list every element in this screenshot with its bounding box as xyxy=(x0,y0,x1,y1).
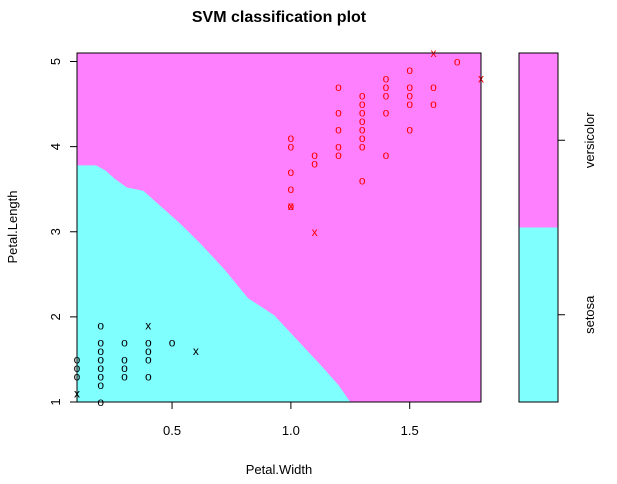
plot-area: oooxooooooooooooxoooooxoooooxooxoooooooo… xyxy=(74,46,484,409)
versicolor-point: o xyxy=(359,131,366,145)
versicolor-point: o xyxy=(406,80,413,94)
versicolor-point: o xyxy=(406,89,413,103)
versicolor-point: o xyxy=(335,123,342,137)
versicolor-point: o xyxy=(359,140,366,154)
plot-frame xyxy=(76,52,482,403)
setosa-point: o xyxy=(169,335,176,349)
y-tick-label: 3 xyxy=(48,228,63,235)
class-legend: setosa versicolor xyxy=(518,52,597,403)
setosa-point: o xyxy=(145,352,152,366)
x-tick-label: 1.0 xyxy=(282,423,300,438)
setosa-point: o xyxy=(145,369,152,383)
versicolor-point: o xyxy=(383,80,390,94)
setosa-point: o xyxy=(97,378,104,392)
versicolor-point: o xyxy=(430,97,437,111)
versicolor-point: o xyxy=(288,131,295,145)
y-tick-label: 4 xyxy=(48,143,63,150)
versicolor-point: x xyxy=(312,225,318,239)
legend-label-versicolor: versicolor xyxy=(582,112,597,168)
versicolor-point: o xyxy=(406,97,413,111)
versicolor-point: o xyxy=(288,182,295,196)
setosa-point: o xyxy=(97,318,104,332)
setosa-point: x xyxy=(193,344,199,358)
legend-label-setosa: setosa xyxy=(582,295,597,334)
y-axis-label: Petal.Length xyxy=(5,190,20,263)
versicolor-point: o xyxy=(288,140,295,154)
setosa-point: o xyxy=(97,352,104,366)
versicolor-point: o xyxy=(288,199,295,213)
versicolor-point: o xyxy=(383,72,390,86)
versicolor-point: x xyxy=(288,199,294,213)
versicolor-point: o xyxy=(311,157,318,171)
versicolor-point: o xyxy=(430,80,437,94)
versicolor-point: o xyxy=(454,55,461,69)
setosa-point: o xyxy=(97,369,104,383)
legend-swatch-setosa xyxy=(519,227,558,402)
chart-title: SVM classification plot xyxy=(192,9,367,26)
versicolor-point: o xyxy=(335,106,342,120)
y-axis: 1 2 3 4 5 xyxy=(48,58,77,406)
setosa-point: o xyxy=(121,361,128,375)
versicolor-point: o xyxy=(383,148,390,162)
versicolor-point: o xyxy=(335,148,342,162)
versicolor-point: o xyxy=(383,106,390,120)
versicolor-point: o xyxy=(406,123,413,137)
y-tick-label: 1 xyxy=(48,398,63,405)
versicolor-point: o xyxy=(359,106,366,120)
versicolor-point: o xyxy=(383,89,390,103)
legend-frame xyxy=(518,52,559,403)
versicolor-point: o xyxy=(311,148,318,162)
versicolor-point: o xyxy=(359,123,366,137)
setosa-point: o xyxy=(97,361,104,375)
versicolor-point: o xyxy=(359,97,366,111)
y-tick-label: 5 xyxy=(48,58,63,65)
versicolor-point: o xyxy=(335,140,342,154)
y-tick-label: 2 xyxy=(48,313,63,320)
x-axis: 0.5 1.0 1.5 xyxy=(163,402,419,438)
setosa-point: o xyxy=(145,335,152,349)
setosa-point: o xyxy=(121,352,128,366)
setosa-region xyxy=(77,165,351,402)
x-tick-label: 1.5 xyxy=(401,423,419,438)
setosa-point: o xyxy=(121,369,128,383)
versicolor-point: o xyxy=(359,174,366,188)
setosa-point: o xyxy=(97,344,104,358)
setosa-point: o xyxy=(145,344,152,358)
versicolor-point: o xyxy=(359,114,366,128)
legend-swatch-versicolor xyxy=(519,53,558,228)
versicolor-point: o xyxy=(406,63,413,77)
setosa-point: x xyxy=(145,318,151,332)
versicolor-point: o xyxy=(359,89,366,103)
setosa-point: o xyxy=(121,335,128,349)
versicolor-point: o xyxy=(288,165,295,179)
x-axis-label: Petal.Width xyxy=(246,462,312,477)
versicolor-point: o xyxy=(335,80,342,94)
x-tick-label: 0.5 xyxy=(163,423,181,438)
setosa-point: o xyxy=(97,335,104,349)
